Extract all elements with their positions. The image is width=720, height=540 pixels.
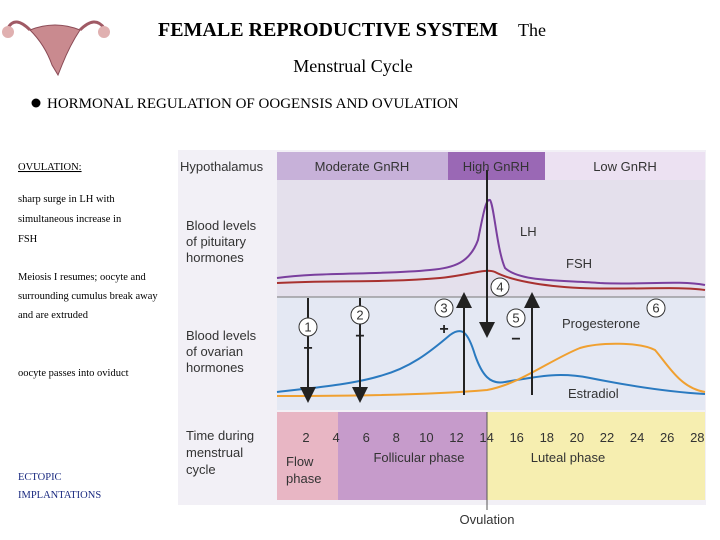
step-circle: [350, 305, 370, 325]
ovarian-label: Blood levels: [186, 328, 257, 343]
flow-band: [277, 412, 338, 500]
note-line: and are extruded: [18, 310, 89, 321]
gnrh-band: [545, 152, 705, 180]
day-label: 6: [363, 430, 370, 445]
fsh-curve: [276, 269, 706, 291]
time-label: Time during: [186, 428, 254, 443]
title: FEMALE REPRODUCTIVE SYSTEM: [158, 19, 498, 41]
day-label: 4: [332, 430, 339, 445]
pituitary-label: hormones: [186, 250, 244, 265]
ovarian-label: of ovarian: [186, 344, 243, 359]
lh-label: LH: [520, 224, 537, 239]
hypothalamus-label: Hypothalamus: [180, 159, 264, 174]
step-sign: +: [303, 340, 312, 357]
gnrh-band: [448, 152, 545, 180]
day-label: 20: [570, 430, 584, 445]
note-line: simultaneous increase in: [18, 214, 122, 225]
note-line: oocyte passes into oviduct: [18, 368, 129, 379]
step-sign: −: [511, 331, 520, 348]
day-label: 22: [600, 430, 614, 445]
phase-label: Luteal phase: [531, 450, 605, 465]
diagram: [178, 150, 706, 510]
ovarian-band: [277, 297, 705, 410]
note-line: ECTOPIC: [18, 472, 62, 483]
day-label: 24: [630, 430, 644, 445]
day-label: 18: [540, 430, 554, 445]
estradiol-curve: [276, 330, 706, 395]
progesterone-label: Progesterone: [562, 316, 640, 331]
pituitary-band: [277, 180, 705, 297]
fsh-label: FSH: [566, 256, 592, 271]
time-label: menstrual: [186, 445, 243, 460]
step-circle: [646, 298, 666, 318]
subtitle: Menstrual Cycle: [293, 56, 412, 76]
time-label: cycle: [186, 462, 216, 477]
step-circle: [506, 308, 526, 328]
day-label: 26: [660, 430, 674, 445]
bullet: HORMONAL REGULATION OF OOGENSIS AND OVUL…: [47, 96, 459, 112]
day-label: 16: [509, 430, 523, 445]
step-number: 5: [512, 311, 519, 326]
pituitary-label: Blood levels: [186, 218, 257, 233]
day-label: 2: [302, 430, 309, 445]
step-number: 4: [496, 280, 503, 295]
day-label: 14: [479, 430, 493, 445]
day-label: 28: [690, 430, 704, 445]
pituitary-label: of pituitary: [186, 234, 246, 249]
estradiol-label: Estradiol: [568, 386, 619, 401]
step-number: 6: [652, 301, 659, 316]
day-label: 10: [419, 430, 433, 445]
follicular-band: [338, 412, 487, 500]
ovarian-label: hormones: [186, 360, 244, 375]
luteal-band: [487, 412, 705, 500]
note-line: surrounding cumulus break away: [18, 291, 158, 302]
note-line: sharp surge in LH with: [18, 194, 115, 205]
step-sign: −: [355, 328, 364, 345]
step-circle: [434, 298, 454, 318]
phase-label: Flow: [286, 454, 314, 469]
phase-label: phase: [286, 471, 321, 486]
note-line: IMPLANTATIONS: [18, 490, 101, 501]
progesterone-curve: [276, 342, 706, 397]
step-number: 3: [440, 301, 447, 316]
step-sign: +: [439, 321, 448, 338]
gnrh-label: High GnRH: [463, 159, 529, 174]
lh-curve: [276, 198, 706, 286]
note-line: OVULATION:: [18, 162, 82, 173]
note-line: Meiosis I resumes; oocyte and: [18, 272, 146, 283]
gnrh-label: Low GnRH: [593, 159, 657, 174]
uterus-icon: [2, 20, 110, 77]
step-number: 2: [356, 308, 363, 323]
day-label: 8: [393, 430, 400, 445]
bullet-dot: [31, 98, 41, 108]
step-circle: [490, 277, 510, 297]
title-suffix: The: [518, 20, 546, 40]
gnrh-band: [277, 152, 448, 180]
step-number: 1: [304, 320, 311, 335]
note-line: FSH: [18, 234, 38, 245]
gnrh-label: Moderate GnRH: [315, 159, 410, 174]
phase-label: Follicular phase: [373, 450, 464, 465]
step-circle: [298, 317, 318, 337]
day-label: 12: [449, 430, 463, 445]
ovulation-label: Ovulation: [460, 512, 515, 527]
